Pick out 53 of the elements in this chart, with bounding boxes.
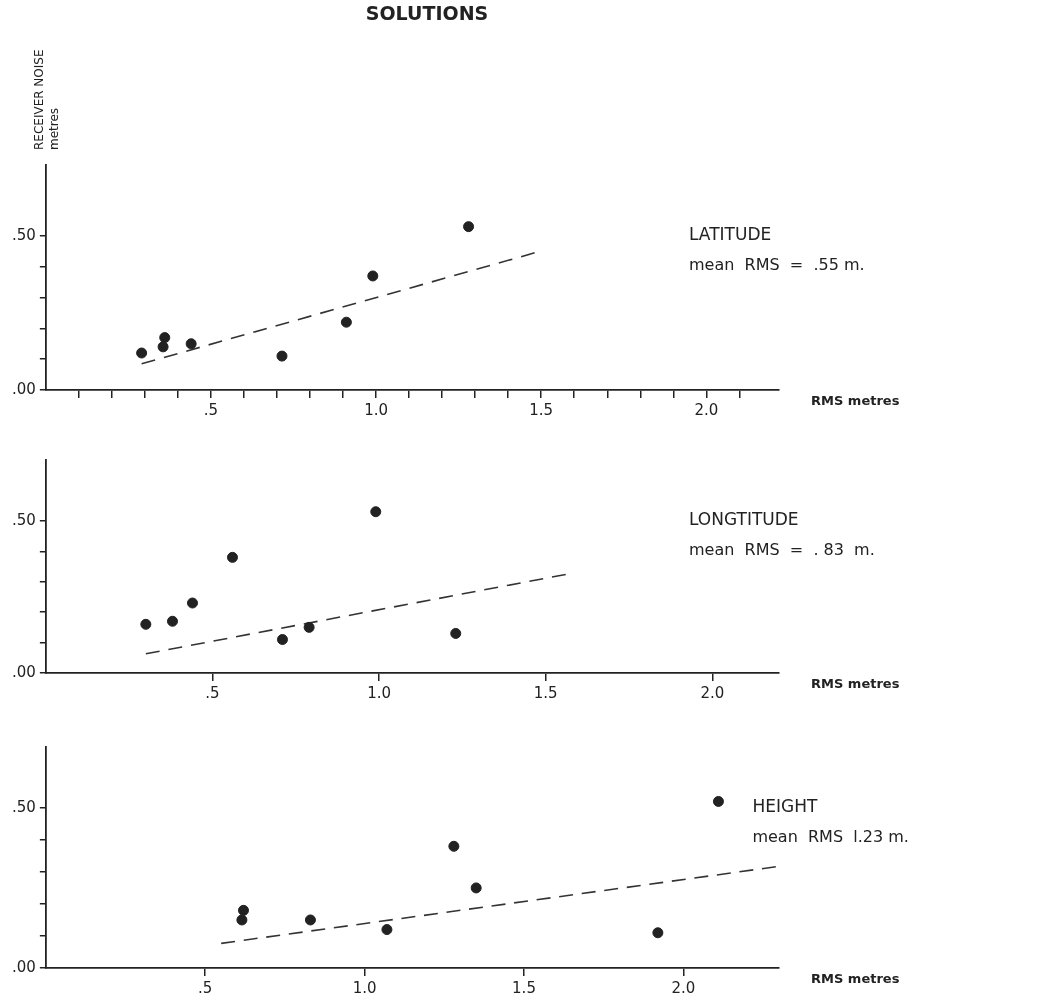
point <box>367 270 379 282</box>
x-tick-label: 1.5 <box>512 978 536 997</box>
point <box>712 795 724 807</box>
x-tick-label: 1.5 <box>533 683 558 702</box>
point <box>276 634 288 646</box>
point <box>448 840 460 852</box>
chart-title: SOLUTIONS <box>365 2 489 25</box>
point <box>303 621 315 633</box>
x-axis-title: RMS metres <box>811 971 900 987</box>
point <box>237 904 249 916</box>
x-tick-label: .5 <box>203 400 219 419</box>
point <box>381 924 393 936</box>
y-tick-label: .50 <box>12 225 36 244</box>
point <box>166 615 178 627</box>
annotation: LONGTITUDE <box>689 509 799 530</box>
point <box>157 341 169 353</box>
point <box>185 338 197 350</box>
point <box>136 347 148 359</box>
point <box>226 551 238 563</box>
point <box>140 618 152 630</box>
y-tick-label: .50 <box>12 510 36 529</box>
x-tick-label: 1.0 <box>364 400 389 419</box>
point <box>304 914 316 926</box>
x-tick-label: 1.0 <box>352 978 377 997</box>
point <box>463 221 475 233</box>
annotation: HEIGHT <box>752 796 818 817</box>
x-tick-label: 2.0 <box>671 978 696 997</box>
y-tick-label: .00 <box>12 662 36 681</box>
annotation: LATITUDE <box>689 224 772 245</box>
x-tick-label: 2.0 <box>694 400 719 419</box>
point <box>159 332 171 344</box>
x-tick-label: .5 <box>205 683 220 702</box>
point <box>370 506 382 518</box>
annotation: mean RMS l.23 m. <box>752 827 909 847</box>
point <box>652 927 664 939</box>
point <box>186 597 198 609</box>
y-tick-label: .50 <box>12 797 36 816</box>
x-tick-label: .5 <box>198 978 213 997</box>
y-tick-label: .00 <box>12 957 36 976</box>
point <box>276 350 288 362</box>
annotation: mean RMS = .55 m. <box>689 255 865 275</box>
x-axis-title: RMS metres <box>811 676 900 692</box>
point <box>236 914 248 926</box>
x-tick-label: 1.5 <box>529 400 554 419</box>
x-tick-label: 2.0 <box>700 683 725 702</box>
y-tick-label: .00 <box>12 379 36 398</box>
y-axis-title: RECEIVER NOISE metres <box>32 49 62 150</box>
point <box>450 627 462 639</box>
point <box>470 882 482 894</box>
point <box>340 316 352 328</box>
x-tick-label: 1.0 <box>367 683 392 702</box>
annotation: mean RMS = . 83 m. <box>689 540 875 560</box>
x-axis-title: RMS metres <box>811 393 900 409</box>
